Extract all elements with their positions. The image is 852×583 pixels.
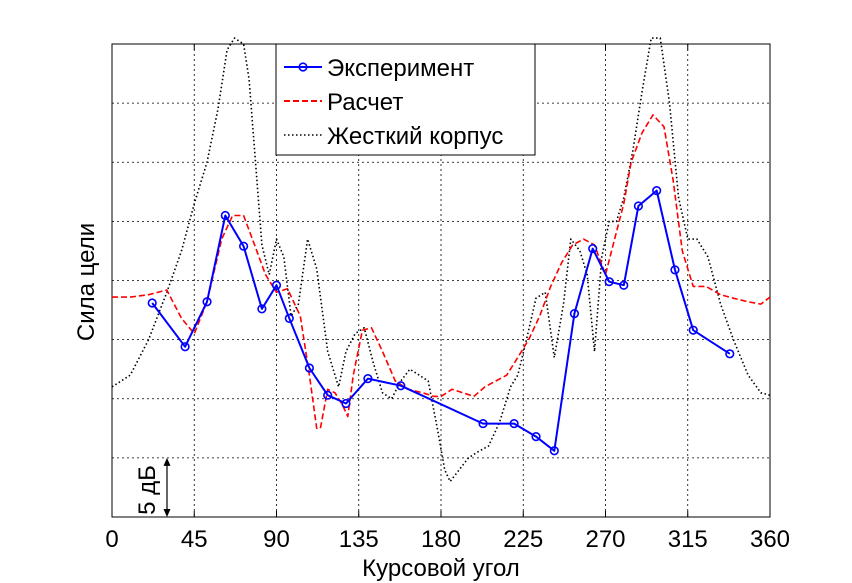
data-point	[220, 210, 230, 221]
legend-label-experiment: Эксперимент	[327, 55, 474, 82]
data-point	[588, 243, 598, 254]
data-point	[633, 201, 644, 211]
scale-bar-arrow-down	[163, 509, 171, 517]
scale-bar-arrow-up	[163, 457, 171, 466]
x-tick-label: 0	[105, 526, 118, 553]
data-point	[531, 431, 541, 442]
x-tick-label: 135	[339, 526, 379, 553]
x-tick-label: 315	[668, 526, 708, 553]
data-point	[478, 418, 488, 429]
data-point	[284, 313, 294, 323]
data-point	[652, 186, 662, 196]
legend: Эксперимент Расчет Жесткий корпус	[275, 43, 536, 156]
data-point	[604, 277, 614, 287]
legend-box	[275, 43, 536, 156]
data-point	[549, 446, 559, 456]
data-point	[239, 241, 249, 251]
x-axis-ticks: 0 45 90 135 180 225 270 315 360	[105, 44, 790, 553]
x-tick-label: 225	[503, 526, 543, 553]
x-tick-label: 90	[263, 526, 290, 553]
x-axis-title: Курсовой угол	[362, 555, 520, 582]
legend-marker-experiment	[298, 62, 308, 72]
data-point	[202, 297, 212, 307]
data-point	[323, 390, 333, 400]
data-point	[569, 309, 580, 319]
data-point	[147, 298, 157, 308]
data-point	[688, 325, 698, 335]
x-tick-label: 180	[421, 526, 461, 553]
series-line-2	[111, 37, 771, 483]
data-point	[257, 304, 267, 314]
scale-bar: 5 дБ	[134, 457, 171, 517]
legend-label-calc: Расчет	[327, 89, 403, 116]
data-point	[363, 374, 373, 384]
legend-item-experiment: Эксперимент	[284, 55, 474, 82]
x-tick-label: 270	[585, 526, 625, 553]
series-line-0	[151, 189, 731, 452]
series-layer	[111, 37, 771, 483]
legend-item-rigid: Жесткий корпус	[284, 123, 503, 150]
data-point	[670, 265, 680, 275]
data-point	[396, 381, 406, 391]
data-point	[271, 280, 282, 290]
data-point	[619, 280, 629, 290]
legend-label-rigid: Жесткий корпус	[327, 123, 503, 150]
data-point	[180, 342, 190, 352]
data-point	[341, 398, 351, 409]
data-point	[304, 363, 315, 373]
y-axis-title: Сила цели	[73, 223, 100, 341]
legend-item-calc: Расчет	[284, 89, 403, 116]
x-tick-label: 360	[750, 526, 790, 553]
scale-bar-label: 5 дБ	[134, 465, 161, 515]
data-point	[725, 349, 735, 359]
data-point	[509, 418, 519, 429]
series-line-1	[112, 114, 771, 430]
x-tick-label: 45	[181, 526, 208, 553]
